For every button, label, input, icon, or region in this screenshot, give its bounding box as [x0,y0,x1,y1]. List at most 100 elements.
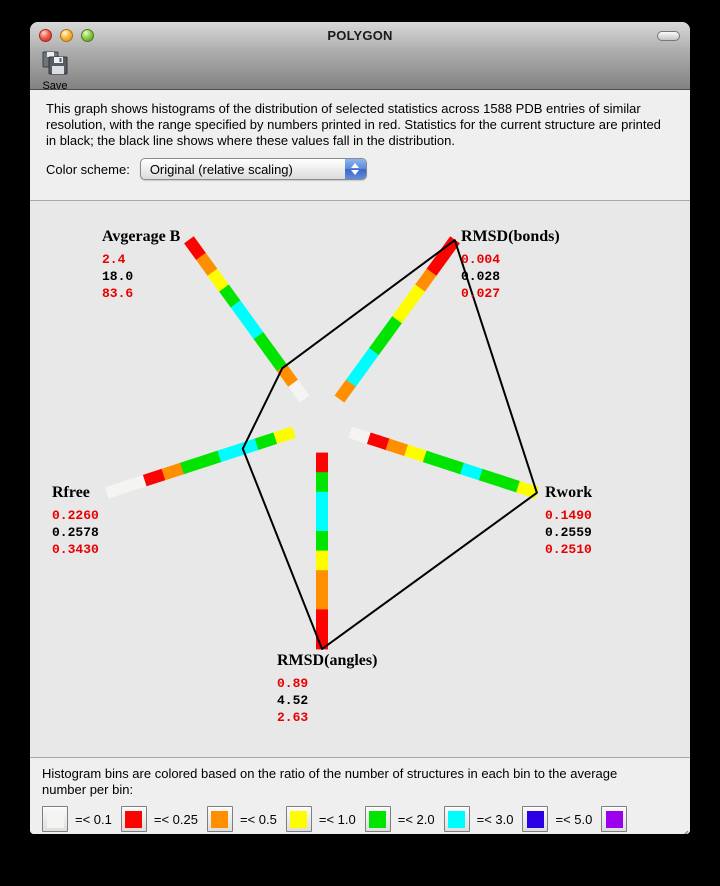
histogram-bin-yellow [404,444,428,463]
legend-item-orange: =< 0.5 [206,806,277,832]
window-controls [39,29,94,42]
histogram-bin-green [422,450,446,469]
legend-item-purple [601,806,628,832]
histogram-bin-orange [385,438,409,457]
close-button[interactable] [39,29,52,42]
color-swatch-purple [605,810,623,828]
axis-bar-rmsd-bonds [334,236,460,403]
histogram-bin-red [142,468,166,487]
histogram-bin-orange [415,268,437,292]
axis-bar-rmsd-angles [316,452,328,650]
legend-row: =< 0.1 =< 0.25 =< 0.5 =< 1.0 =< 2.0 =< 3.0 =< … [42,806,678,832]
legend-panel: Histogram bins are colored based on the … [30,758,690,834]
histogram-bin-cyan [357,347,380,371]
histogram-bin-cyan [346,363,368,387]
histogram-bin-cyan [235,438,259,457]
legend-label: =< 5.0 [555,811,593,827]
histogram-bin-green [198,450,222,469]
histogram-bin-yellow [272,426,296,445]
description-text: This graph shows histograms of the distr… [46,101,661,148]
histogram-bin-green [179,456,203,475]
histogram-bin-green [441,456,465,475]
polygon-chart [104,236,540,650]
toolbar-toggle-button[interactable] [657,31,680,41]
histogram-bin-red [366,432,391,451]
current-structure-polygon [241,239,538,650]
legend-swatch-button-purple[interactable] [601,806,628,832]
histogram-bin-orange [316,589,328,611]
chart-panel: Avgerage B 2.4 18.0 83.6 RMSD(bonds) 0.004 0.0… [30,201,690,758]
histogram-bin-green [478,468,502,487]
histogram-bin-red [316,452,328,473]
histogram-bin-cyan [316,491,328,513]
legend-label: =< 2.0 [397,811,435,827]
histogram-bin-cyan [230,299,252,324]
legend-label: =< 0.25 [153,811,198,827]
legend-note: Histogram bins are colored based on the … [42,766,618,797]
histogram-bin-green [253,432,278,451]
legend-swatch-button-orange[interactable] [206,806,233,832]
histogram-bin-white [123,474,147,493]
axis-bar-rfree [104,426,296,499]
histogram-bin-green [218,283,241,308]
color-swatch-cyan [448,810,466,828]
color-scheme-dropdown[interactable]: Original (relative scaling) [139,158,367,180]
legend-item-blue: =< 5.0 [522,806,592,832]
axis-bar-avgerage-b [184,236,310,403]
histogram-bin-cyan [241,315,264,340]
histogram-bin-green [264,347,287,371]
legend-label: =< 1.0 [318,811,356,827]
histogram-bin-yellow [316,550,328,571]
histogram-bin-yellow [403,283,426,308]
description-panel: This graph shows histograms of the distr… [30,90,690,201]
histogram-bin-white [287,379,310,403]
color-scheme-selected-value: Original (relative scaling) [149,161,293,177]
color-scheme-label: Color scheme: [46,161,130,177]
histogram-bin-green [497,474,521,493]
legend-swatch-button-blue[interactable] [522,806,549,832]
histogram-bin-white [348,426,372,445]
histogram-bin-orange [334,379,357,403]
histogram-bin-green [316,531,328,552]
legend-swatch-button-green[interactable] [364,806,391,832]
toolbar: Save [30,48,690,93]
window-title: POLYGON [327,27,393,43]
color-swatch-green [369,810,387,828]
legend-swatch-button-yellow[interactable] [285,806,312,832]
dropdown-stepper-icon [344,159,366,179]
zoom-button[interactable] [81,29,94,42]
minimize-button[interactable] [60,29,73,42]
histogram-bin-white [104,480,128,499]
color-swatch-blue [526,810,544,828]
axis-bar-rwork [348,426,540,499]
histogram-bin-cyan [216,444,240,463]
legend-item-green: =< 2.0 [364,806,435,832]
histogram-bin-green [369,331,391,356]
legend-swatch-button-red[interactable] [120,806,147,832]
histogram-bin-yellow [207,268,229,292]
histogram-bin-cyan [460,462,484,481]
legend-item-red: =< 0.25 [120,806,198,832]
histogram-bin-orange [195,252,218,276]
resize-grip[interactable] [672,827,688,834]
save-floppy-icon [42,50,68,80]
color-scheme-row: Color scheme: Original (relative scaling… [46,158,674,180]
legend-label: =< 0.1 [75,811,112,827]
histogram-bin-yellow [392,299,414,324]
legend-label: =< 0.5 [239,811,277,827]
histogram-bin-orange [316,570,328,591]
legend-item-white: =< 0.1 [42,806,112,832]
polygon-window: POLYGON Save This graph shows histograms… [30,22,690,834]
color-swatch-red [125,810,143,828]
save-button[interactable]: Save [39,49,71,93]
color-swatch-orange [211,810,229,828]
legend-swatch-button-cyan[interactable] [443,806,470,832]
title-bar[interactable]: POLYGON [30,22,690,48]
histogram-bin-red [184,236,206,260]
histogram-bin-red [316,609,328,630]
histogram-bin-green [253,331,275,356]
color-swatch-yellow [290,810,308,828]
legend-swatch-button-white[interactable] [42,806,68,832]
legend-item-cyan: =< 3.0 [443,806,513,832]
histogram-bin-green [380,315,403,340]
